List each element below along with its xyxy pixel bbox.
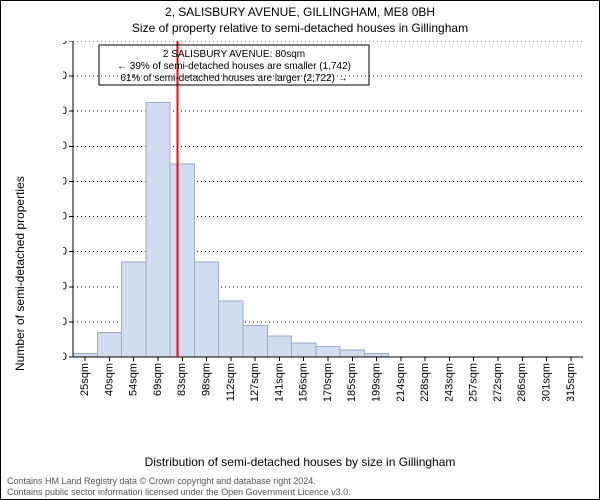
histogram-bar: [243, 325, 267, 357]
x-tick-label: 185sqm: [346, 363, 358, 401]
x-tick-label: 315sqm: [565, 363, 577, 401]
x-tick-label: 127sqm: [249, 363, 261, 401]
y-tick-label: 1000: [63, 175, 67, 187]
histogram-bar: [146, 102, 170, 357]
chart-title-line1: 2, SALISBURY AVENUE, GILLINGHAM, ME8 0BH: [1, 5, 599, 19]
histogram-bar: [73, 353, 97, 357]
histogram-bar: [364, 353, 388, 357]
footer-line2: Contains public sector information licen…: [7, 487, 351, 497]
histogram-bar: [316, 346, 340, 357]
footer-attribution: Contains HM Land Registry data © Crown c…: [7, 476, 351, 497]
histogram-bar: [219, 301, 243, 357]
y-tick-label: 400: [63, 281, 67, 293]
x-tick-label: 214sqm: [395, 363, 407, 401]
histogram-plot: 0 200 400 600 800 1000 1200 1400 1600 1800 25sqm 40…: [63, 41, 583, 401]
histogram-bar: [194, 262, 218, 357]
x-tick-label: 301sqm: [540, 363, 552, 401]
x-tick-label: 272sqm: [492, 363, 504, 401]
y-tick-label: 1800: [63, 41, 67, 47]
x-tick-label: 98sqm: [200, 363, 212, 396]
y-axis-label: Number of semi-detached properties: [13, 176, 27, 371]
x-tick-label: 141sqm: [273, 363, 285, 401]
x-tick-label: 257sqm: [468, 363, 480, 401]
annotation-line: ← 39% of semi-detached houses are smalle…: [117, 61, 351, 72]
x-tick-label: 156sqm: [298, 363, 310, 401]
histogram-bar: [267, 336, 291, 357]
x-tick-label: 69sqm: [152, 363, 164, 396]
histogram-bar: [292, 343, 316, 357]
y-tick-label: 800: [63, 210, 67, 222]
y-tick-label: 0: [63, 351, 67, 363]
footer-line1: Contains HM Land Registry data © Crown c…: [7, 476, 351, 486]
x-tick-label: 112sqm: [225, 363, 237, 401]
y-tick-label: 1400: [63, 105, 67, 117]
x-tick-label: 199sqm: [370, 363, 382, 401]
chart-title-line2: Size of property relative to semi-detach…: [1, 21, 599, 35]
x-tick-label: 54sqm: [128, 363, 140, 396]
x-tick-label: 40sqm: [103, 363, 115, 396]
y-tick-label: 1600: [63, 70, 67, 82]
histogram-bar: [170, 164, 194, 357]
x-axis-label: Distribution of semi-detached houses by …: [1, 455, 599, 469]
x-tick-label: 25sqm: [79, 363, 91, 396]
y-tick-label: 1200: [63, 140, 67, 152]
histogram-bar: [340, 350, 364, 357]
x-tick-label: 170sqm: [322, 363, 334, 401]
annotation-line: 61% of semi-detached houses are larger (…: [120, 73, 347, 84]
x-tick-label: 83sqm: [176, 363, 188, 396]
histogram-bar: [97, 332, 121, 357]
x-tick-label: 243sqm: [443, 363, 455, 401]
x-tick-label: 286sqm: [516, 363, 528, 401]
annotation-line: 2 SALISBURY AVENUE: 80sqm: [163, 49, 305, 60]
x-tick-label: 228sqm: [419, 363, 431, 401]
y-tick-label: 200: [63, 316, 67, 328]
chart-container: 2, SALISBURY AVENUE, GILLINGHAM, ME8 0BH…: [0, 0, 600, 500]
histogram-bar: [122, 262, 146, 357]
y-tick-label: 600: [63, 246, 67, 258]
